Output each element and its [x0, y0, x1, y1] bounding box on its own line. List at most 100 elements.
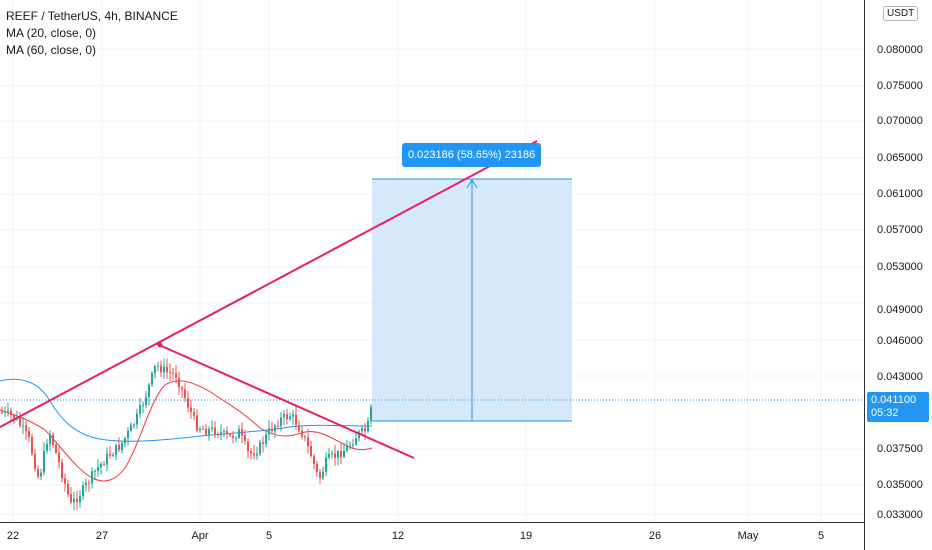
- candle-body: [202, 428, 204, 430]
- candle-body: [1, 412, 3, 413]
- candle-body: [226, 430, 228, 435]
- candle-body: [301, 430, 303, 437]
- candle-body: [13, 415, 15, 419]
- candle-body: [280, 417, 282, 426]
- candle-body: [256, 453, 258, 456]
- candle-body: [19, 417, 21, 426]
- chart-legend: REEF / TetherUS, 4h, BINANCE MA (20, clo…: [6, 8, 178, 59]
- candle-body: [268, 428, 270, 435]
- candle-body: [319, 471, 321, 479]
- time-tick: 5: [265, 530, 273, 542]
- candle-body: [67, 483, 69, 495]
- candle-body: [316, 464, 318, 472]
- candle-body: [97, 467, 99, 471]
- candle-body: [157, 365, 159, 367]
- symbol-title[interactable]: REEF / TetherUS, 4h, BINANCE: [6, 9, 178, 23]
- candle-body: [232, 435, 234, 439]
- candle-body: [109, 453, 111, 456]
- candle-body: [346, 446, 348, 451]
- candle-body: [136, 413, 138, 425]
- candle-body: [7, 410, 9, 412]
- candle-body: [130, 424, 132, 431]
- candle-body: [352, 444, 354, 446]
- ma60-legend[interactable]: MA (60, close, 0): [6, 43, 97, 57]
- measure-label[interactable]: 0.023186 (58.65%) 23186: [402, 143, 542, 167]
- candle-body: [40, 472, 42, 477]
- candle-body: [340, 450, 342, 458]
- candle-body: [199, 428, 201, 431]
- candle-body: [34, 453, 36, 469]
- candle-body: [184, 389, 186, 399]
- chart-canvas[interactable]: [0, 0, 864, 522]
- candle-body: [355, 438, 357, 445]
- candle-body: [193, 411, 195, 416]
- candle-body: [22, 425, 24, 427]
- candle-body: [274, 425, 276, 432]
- price-tick: 0.057000: [877, 224, 923, 236]
- candle-body: [73, 498, 75, 503]
- candle-body: [247, 441, 249, 452]
- candle-body: [313, 456, 315, 465]
- candle-body: [310, 445, 312, 457]
- candle-body: [46, 443, 48, 451]
- current-price-value: 0.041100: [871, 394, 917, 406]
- candle-body: [139, 405, 141, 414]
- candle-body: [25, 425, 27, 432]
- price-axis[interactable]: USDT 0.080000 0.075000 0.070000 0.065000…: [864, 0, 932, 550]
- price-tick: 0.053000: [877, 261, 923, 273]
- trendline-rising[interactable]: [0, 140, 538, 428]
- candle-body: [175, 373, 177, 378]
- candle-body: [58, 452, 60, 463]
- candle-body: [172, 372, 174, 374]
- price-tick: 0.033000: [877, 509, 923, 521]
- candle-body: [94, 470, 96, 472]
- candle-body: [118, 444, 120, 450]
- candle-body: [70, 494, 72, 503]
- time-tick: 26: [648, 530, 662, 542]
- price-tick: 0.049000: [877, 304, 923, 316]
- candle-body: [325, 457, 327, 472]
- price-tick: 0.061000: [877, 188, 923, 200]
- candle-body: [370, 406, 372, 421]
- candle-body: [286, 414, 288, 420]
- candle-body: [334, 453, 336, 458]
- candle-body: [37, 468, 39, 477]
- candle-body: [238, 429, 240, 438]
- price-tick: 0.037500: [877, 443, 923, 455]
- price-tick: 0.065000: [877, 152, 923, 164]
- candle-body: [331, 453, 333, 455]
- chart-pane[interactable]: REEF / TetherUS, 4h, BINANCE MA (20, clo…: [0, 0, 864, 522]
- candle-body: [28, 431, 30, 437]
- time-tick: 5: [817, 530, 825, 542]
- ma20-legend[interactable]: MA (20, close, 0): [6, 26, 97, 40]
- trendline-handle[interactable]: [157, 342, 163, 348]
- price-tick: 0.043000: [877, 371, 923, 383]
- currency-badge[interactable]: USDT: [883, 6, 919, 21]
- candle-body: [115, 444, 117, 455]
- candle-body: [205, 428, 207, 435]
- candle-body: [265, 434, 267, 444]
- candle-body: [142, 404, 144, 406]
- time-tick: 27: [95, 530, 109, 542]
- time-tick: 22: [6, 530, 20, 542]
- trendline-falling[interactable]: [156, 343, 415, 459]
- candle-body: [31, 436, 33, 454]
- candle-body: [361, 428, 363, 432]
- candle-body: [169, 372, 171, 374]
- candle-body: [121, 443, 123, 450]
- candle-body: [241, 429, 243, 436]
- candle-body: [88, 482, 90, 484]
- candle-body: [49, 434, 51, 444]
- candle-body: [4, 411, 6, 413]
- time-tick: May: [737, 530, 759, 542]
- ma60-line: [0, 378, 373, 442]
- candle-body: [217, 434, 219, 436]
- time-tick: Apr: [191, 530, 209, 542]
- candle-body: [178, 377, 180, 388]
- candle-body: [196, 415, 198, 431]
- candle-body: [283, 414, 285, 418]
- candle-body: [52, 434, 54, 445]
- candle-body: [367, 420, 369, 432]
- time-axis[interactable]: 22 27 Apr 5 12 19 26 May 5: [0, 522, 864, 550]
- candle-body: [10, 410, 12, 416]
